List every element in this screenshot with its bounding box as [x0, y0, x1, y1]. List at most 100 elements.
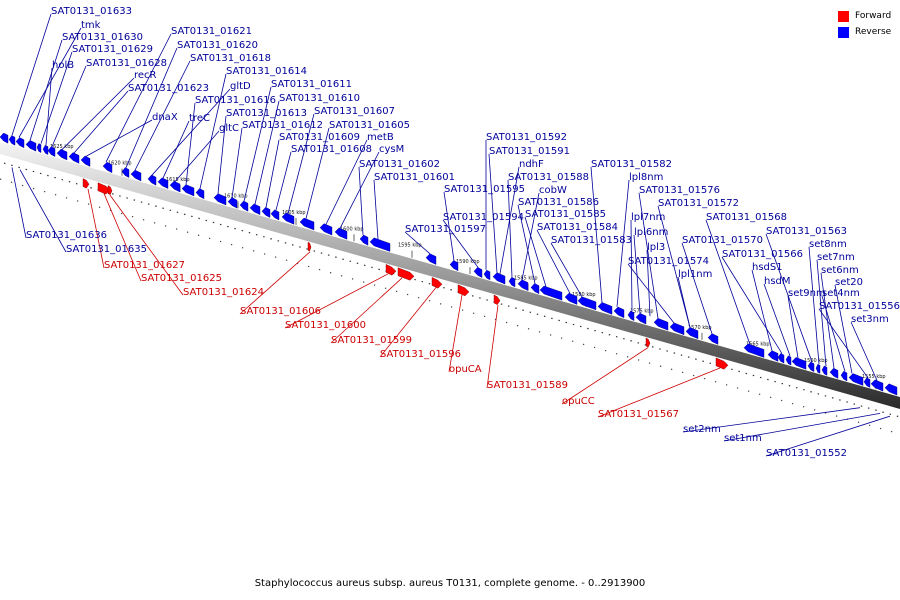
gene-label: ndhF: [519, 159, 544, 170]
gene-label: set4nm: [822, 288, 860, 299]
leader-line: [616, 179, 630, 307]
gene-label: SAT0131_01586: [518, 197, 599, 208]
gene-label: dnaX: [152, 112, 178, 123]
legend-reverse-label: Reverse: [855, 27, 892, 37]
reverse-gene: [473, 267, 483, 278]
leader-line: [646, 249, 651, 317]
reverse-gene: [577, 296, 597, 311]
gene-label: SAT0131_01601: [374, 172, 455, 183]
reverse-gene: [791, 357, 807, 370]
gene-label: SAT0131_01556: [819, 301, 900, 312]
gene-label: hsdS1: [752, 262, 783, 273]
reverse-gene: [25, 140, 37, 152]
gene-label: cobW: [539, 185, 567, 196]
label-leader-lines: [11, 13, 891, 457]
reverse-gene: [508, 276, 516, 288]
tick-label: 1575 kbp: [630, 308, 654, 314]
legend: Forward Reverse: [838, 8, 891, 40]
reverse-gene: [564, 292, 578, 305]
gene-label: SAT0131_01606: [240, 306, 321, 317]
tick-label: 1625 kbp: [50, 144, 74, 150]
reverse-gene: [299, 217, 315, 231]
gene-label: SAT0131_01566: [722, 249, 803, 260]
figure-caption: Staphylococcus aureus subsp. aureus T013…: [254, 578, 646, 589]
gene-label: set7nm: [817, 252, 855, 263]
gene-label: SAT0131_01596: [380, 349, 461, 360]
gene-label: SAT0131_01592: [486, 132, 567, 143]
gene-label: metB: [367, 132, 394, 143]
gene-label: lpl1nm: [678, 269, 712, 280]
reverse-gene: [777, 353, 785, 364]
leader-line: [638, 192, 659, 319]
reverse-gene: [130, 169, 142, 182]
leader-line: [721, 256, 783, 354]
forward-gene: [385, 264, 397, 276]
gene-label: SAT0131_01627: [104, 260, 185, 271]
reverse-gene: [829, 367, 839, 379]
tick-label: 1600 kbp: [340, 226, 364, 232]
reverse-gene: [213, 193, 227, 206]
gene-label: SAT0131_01584: [537, 222, 618, 233]
leader-line: [765, 415, 891, 457]
leader-line: [199, 73, 227, 189]
reverse-gene: [359, 234, 369, 246]
forward-gene: [493, 294, 501, 305]
leader-line: [765, 233, 813, 363]
gene-label: SAT0131_01599: [331, 335, 412, 346]
tick-label: 1590 kbp: [456, 259, 480, 265]
gene-label: SAT0131_01620: [177, 40, 258, 51]
gene-label: SAT0131_01591: [489, 146, 570, 157]
legend-forward: Forward: [838, 8, 891, 24]
gene-label: SAT0131_01595: [444, 184, 525, 195]
gene-label: gltC: [219, 123, 239, 134]
leader-line: [284, 273, 389, 329]
reverse-swatch: [838, 26, 849, 38]
leader-line: [751, 269, 773, 351]
leader-line: [85, 119, 153, 157]
forward-swatch: [838, 10, 849, 22]
gene-label: set20: [835, 277, 863, 288]
gene-label: SAT0131_01552: [766, 448, 847, 459]
gene-label: treC: [189, 113, 210, 124]
gene-label: SAT0131_01607: [314, 106, 395, 117]
reverse-gene: [68, 152, 80, 164]
gene-label: set6nm: [821, 265, 859, 276]
leader-line: [681, 242, 713, 334]
gene-label: SAT0131_01628: [86, 58, 167, 69]
reverse-gene: [884, 383, 898, 396]
leader-line: [808, 246, 820, 365]
leader-line: [239, 251, 311, 315]
reverse-gene: [56, 148, 68, 161]
leader-line: [151, 88, 231, 176]
leader-line: [29, 39, 63, 141]
forward-gene: [431, 277, 443, 289]
reverse-gene: [42, 144, 49, 155]
tick-label: 1555 kbp: [862, 374, 886, 380]
forward-gene: [397, 267, 415, 281]
leader-line: [325, 139, 368, 225]
leader-line: [254, 100, 280, 205]
reverse-gene: [15, 137, 25, 149]
reverse-gene: [653, 318, 669, 331]
gene-label: SAT0131_01625: [141, 273, 222, 284]
tick-label: 1580 kbp: [572, 292, 596, 298]
gene-label: SAT0131_01630: [62, 32, 143, 43]
leader-line: [11, 167, 27, 239]
leader-line: [61, 77, 135, 150]
gene-label: opuCC: [562, 396, 595, 407]
gene-label: SAT0131_01616: [195, 95, 276, 106]
reverse-gene: [635, 312, 647, 325]
gene-label: SAT0131_01582: [591, 159, 672, 170]
leader-line: [358, 166, 364, 235]
tick-label: 1565 kbp: [746, 341, 770, 347]
gene-label: set3nm: [851, 314, 889, 325]
reverse-gene: [539, 285, 563, 301]
forward-gene: [107, 185, 113, 196]
gene-label: holB: [52, 60, 74, 71]
gene-label: SAT0131_01624: [183, 287, 264, 298]
leader-line: [305, 127, 330, 219]
leader-line: [448, 294, 463, 373]
gene-label: SAT0131_01605: [329, 120, 410, 131]
leader-line: [442, 219, 479, 268]
leader-line: [330, 277, 403, 344]
